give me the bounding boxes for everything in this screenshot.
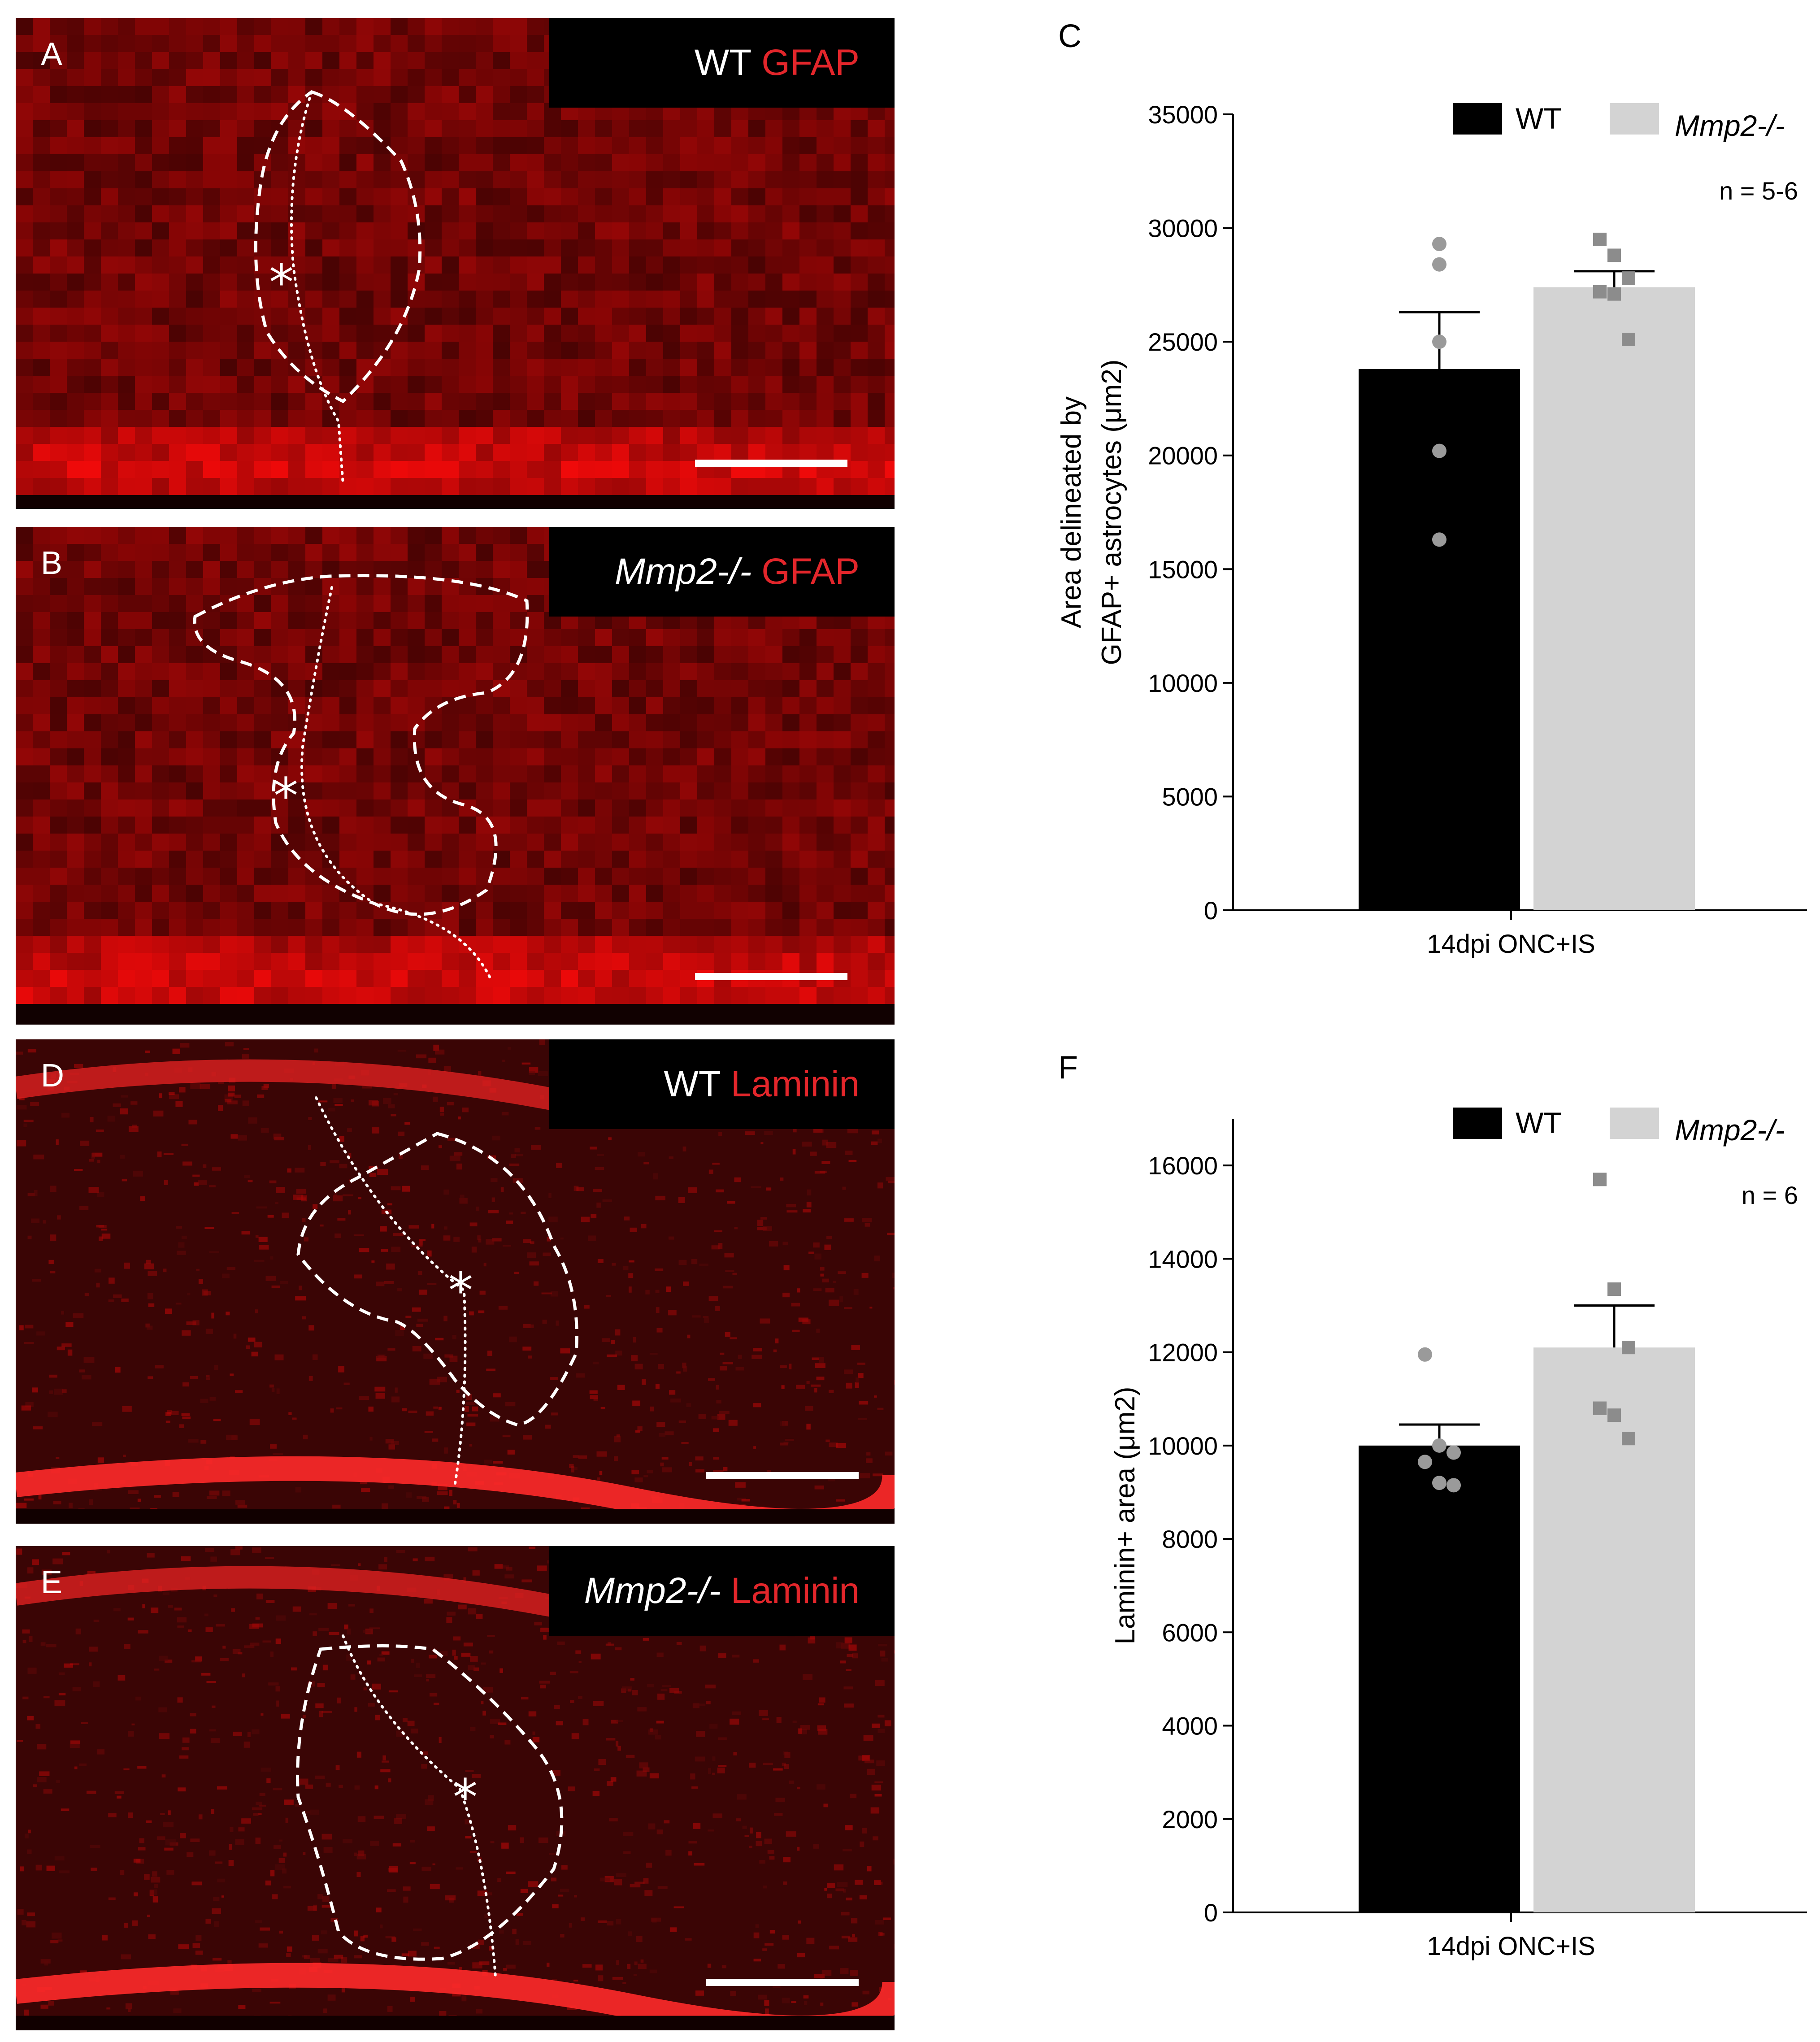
chart-panel-letter: F [1058, 1050, 1078, 1086]
legend-swatch-wt [1453, 1108, 1502, 1139]
legend-label-wt: WT [1516, 102, 1562, 135]
data-point [1432, 335, 1446, 349]
data-point [1432, 237, 1446, 252]
micrograph-panel-d: WT Laminin D * [16, 1039, 895, 1524]
data-point [1593, 1401, 1607, 1415]
genotype-label: Mmp2-/- [584, 1570, 721, 1611]
x-category-label: 14dpi ONC+IS [1427, 930, 1595, 959]
y-tick-label: 10000 [1148, 1432, 1218, 1460]
genotype-label: WT [694, 42, 752, 83]
legend-swatch-wt [1453, 103, 1502, 135]
y-tick-label: 12000 [1148, 1338, 1218, 1367]
data-point [1593, 232, 1607, 246]
panel-letter: E [41, 1564, 63, 1600]
data-point [1607, 1282, 1621, 1296]
legend-label-mmp2: Mmp2-/- [1675, 109, 1785, 142]
sample-size-label: n = 6 [1742, 1181, 1798, 1209]
scale-bar [706, 1472, 859, 1479]
bar-chart-c: C 0 5000 10000 15000 20000 25000 30000 35000 14d… [991, 18, 1820, 982]
data-point [1418, 1455, 1432, 1469]
legend-swatch-mmp2 [1610, 1108, 1659, 1139]
y-tick-label: 10000 [1148, 669, 1218, 697]
bar-wt [1359, 369, 1520, 910]
data-point [1622, 333, 1635, 347]
y-tick-label: 15000 [1148, 555, 1218, 583]
data-point [1607, 1408, 1621, 1422]
legend-label-mmp2: Mmp2-/- [1675, 1113, 1785, 1147]
panel-label-box: WT Laminin [549, 1039, 895, 1129]
sample-size-label: n = 5-6 [1719, 177, 1798, 205]
data-point [1446, 1478, 1461, 1493]
data-point [1432, 532, 1446, 547]
chart-axes: 0 2000 4000 6000 8000 10000 12000 14000 16000 14d… [1148, 1119, 1807, 1961]
y-tick-label: 0 [1204, 1899, 1218, 1927]
panel-letter: B [41, 545, 63, 581]
data-point [1418, 1347, 1432, 1362]
panel-label-box: Mmp2-/- GFAP [549, 527, 895, 617]
data-point [1432, 443, 1446, 458]
panel-label-box: Mmp2-/- Laminin [549, 1546, 895, 1636]
chart-f-svg: 0 2000 4000 6000 8000 10000 12000 14000 16000 14d… [1110, 1106, 1807, 1961]
micrograph-panel-b: Mmp2-/- GFAP B * [16, 527, 895, 1025]
y-tick-label: 4000 [1162, 1712, 1218, 1740]
scale-bar [695, 460, 847, 467]
data-point [1432, 1476, 1446, 1490]
legend: WT Mmp2-/- n = 5-6 [1453, 102, 1798, 205]
marker-label: Laminin [730, 1570, 860, 1611]
y-axis-label: GFAP+ astrocytes (μm2) [1096, 360, 1127, 665]
x-category-label: 14dpi ONC+IS [1427, 1932, 1595, 1961]
panel-letter: A [41, 36, 63, 72]
data-point [1622, 271, 1635, 285]
y-tick-label: 20000 [1148, 442, 1218, 470]
legend-label-wt: WT [1516, 1106, 1562, 1139]
data-point [1593, 1173, 1607, 1186]
lesion-asterisk: * [448, 1262, 473, 1319]
y-tick-label: 0 [1204, 896, 1218, 925]
y-tick-label: 6000 [1162, 1618, 1218, 1647]
lesion-asterisk: * [274, 767, 298, 825]
data-point [1593, 285, 1607, 299]
legend: WT Mmp2-/- n = 6 [1453, 1106, 1798, 1209]
panel-letter: D [41, 1058, 64, 1094]
gfap-stain-image [16, 527, 895, 1025]
data-point [1432, 257, 1446, 272]
micrograph-panel-a: WT GFAP A * [16, 18, 895, 509]
lesion-asterisk: * [269, 254, 294, 311]
marker-label: GFAP [761, 551, 860, 592]
genotype-label: WT [664, 1064, 721, 1104]
y-axis-label: Laminin+ area (μm2) [1110, 1386, 1141, 1644]
scale-bar [706, 1979, 859, 1986]
micrograph-panel-e: Mmp2-/- Laminin E * [16, 1546, 895, 2030]
bar-chart-f: F 0 2000 4000 6000 8000 10000 12000 14000 16000 1… [991, 1049, 1820, 2013]
y-tick-label: 2000 [1162, 1805, 1218, 1833]
chart-panel-letter: C [1058, 18, 1082, 54]
y-tick-label: 35000 [1148, 100, 1218, 129]
data-point [1607, 248, 1621, 262]
panel-label-box: WT GFAP [549, 18, 895, 108]
scale-bar [695, 973, 847, 980]
y-tick-label: 5000 [1162, 782, 1218, 811]
y-tick-label: 8000 [1162, 1525, 1218, 1553]
data-point [1622, 1432, 1635, 1446]
genotype-label: Mmp2-/- [615, 551, 752, 592]
marker-label: Laminin [730, 1064, 860, 1104]
data-point [1607, 287, 1621, 301]
lesion-asterisk: * [453, 1768, 478, 1826]
y-tick-label: 25000 [1148, 328, 1218, 356]
data-point [1622, 1341, 1635, 1355]
legend-swatch-mmp2 [1610, 103, 1659, 135]
y-tick-label: 16000 [1148, 1151, 1218, 1180]
y-tick-label: 30000 [1148, 214, 1218, 243]
bar-mmp2 [1533, 287, 1695, 910]
data-point [1432, 1438, 1446, 1453]
y-tick-label: 14000 [1148, 1245, 1218, 1273]
y-axis-label: Area delineated by [1056, 396, 1087, 628]
chart-c-svg: 0 5000 10000 15000 20000 25000 30000 35000 14dpi… [1056, 100, 1807, 959]
data-point [1446, 1445, 1461, 1460]
marker-label: GFAP [761, 42, 860, 83]
bar-wt [1359, 1445, 1520, 1912]
bar-mmp2 [1533, 1347, 1695, 1912]
